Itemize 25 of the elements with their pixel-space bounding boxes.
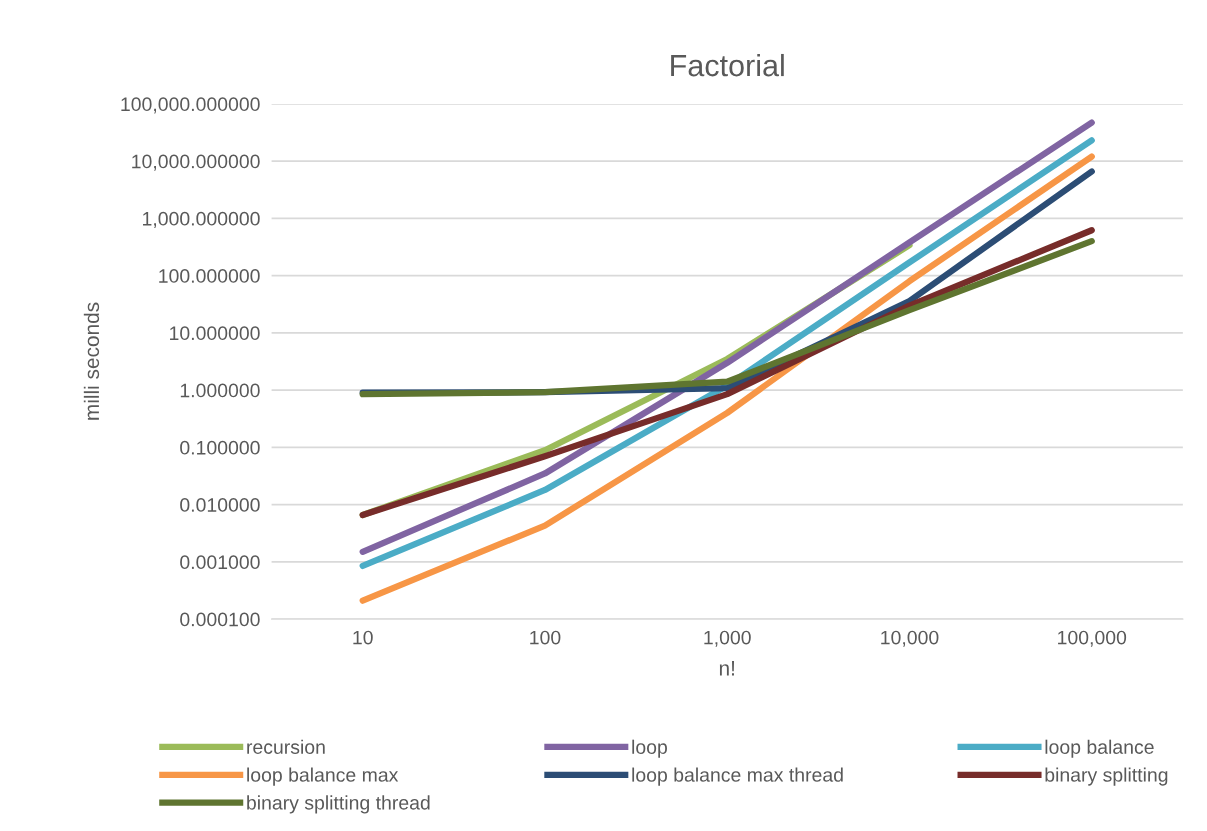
legend-label: binary splitting thread — [247, 795, 430, 814]
x-axis-title: n! — [719, 661, 735, 676]
y-axis-title: milli seconds — [83, 302, 100, 420]
legend-label: loop balance max thread — [632, 767, 843, 786]
y-tick-label: 10.000000 — [170, 326, 260, 341]
y-tick-label: 0.000100 — [180, 612, 260, 627]
y-tick-label: 100.000000 — [159, 269, 260, 283]
y-tick-label: 0.100000 — [180, 440, 260, 455]
x-tick-label: 100,000 — [1058, 630, 1127, 647]
y-tick-label: 10,000.000000 — [132, 154, 260, 171]
x-tick-label: 1,000 — [704, 630, 751, 647]
chart-title: Factorial — [671, 53, 784, 77]
legend-label: recursion — [247, 739, 325, 754]
y-tick-label: 1.000000 — [180, 383, 260, 398]
y-tick-label: 100,000.000000 — [121, 97, 260, 114]
x-tick-label: 10,000 — [881, 630, 939, 647]
legend-label: binary splitting — [1045, 767, 1168, 786]
legend-label: loop balance — [1045, 739, 1154, 758]
y-tick-label: 0.001000 — [180, 555, 260, 570]
legend-label: loop balance max — [247, 767, 399, 786]
y-tick-label: 0.010000 — [180, 498, 260, 512]
x-tick-label: 100 — [530, 630, 561, 645]
legend-label: loop — [632, 739, 667, 758]
x-tick-label: 10 — [353, 630, 373, 645]
y-tick-label: 1,000.000000 — [143, 211, 260, 228]
